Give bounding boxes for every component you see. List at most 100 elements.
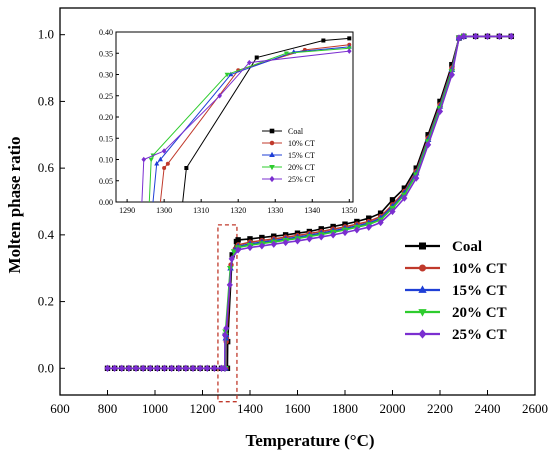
y-tick-label: 0.8 <box>38 93 54 108</box>
data-point <box>104 364 111 372</box>
inset-legend-item: Coal <box>262 127 304 136</box>
inset-legend-label: Coal <box>288 127 304 136</box>
data-point <box>365 223 372 231</box>
inset-y-tick-label: 0.20 <box>99 113 113 122</box>
data-point <box>204 364 211 372</box>
x-tick-label: 1600 <box>285 401 311 416</box>
data-point <box>147 364 154 372</box>
legend-item: 25% CT <box>405 327 507 343</box>
inset-x-tick-label: 1290 <box>119 206 135 215</box>
data-point <box>460 32 467 40</box>
x-tick-label: 2600 <box>522 401 548 416</box>
data-point <box>346 48 352 54</box>
legend-item: 20% CT <box>405 305 507 321</box>
data-point <box>321 38 326 43</box>
data-point <box>418 285 427 293</box>
x-tick-label: 1000 <box>142 401 168 416</box>
data-point <box>111 364 118 372</box>
x-tick-label: 2200 <box>427 401 453 416</box>
y-tick-label: 1.0 <box>38 27 54 42</box>
inset-legend-label: 25% CT <box>288 175 315 184</box>
legend-label: 25% CT <box>452 327 507 343</box>
data-point <box>455 34 463 42</box>
inset-frame <box>115 31 354 203</box>
inset-legend-item: 10% CT <box>262 139 315 148</box>
data-point <box>154 364 161 372</box>
data-point <box>184 166 189 170</box>
data-point <box>269 151 275 157</box>
legend-label: 10% CT <box>452 261 507 277</box>
data-point <box>162 166 167 170</box>
data-point <box>228 255 235 263</box>
data-point <box>235 246 242 254</box>
inset-x-tick-label: 1320 <box>230 206 246 215</box>
data-point <box>269 165 275 171</box>
data-point <box>418 309 427 317</box>
main-axes: 600 800 1000 1200 1400 1600 1800 2000 2200 2400 26… <box>38 7 548 416</box>
y-tick-label: 0.0 <box>38 360 54 375</box>
x-tick-label: 1200 <box>190 401 216 416</box>
data-point <box>141 156 147 163</box>
inset-x-tick-label: 1350 <box>341 206 357 215</box>
data-point <box>425 141 432 149</box>
data-point <box>283 51 289 57</box>
inset-y-tick-label: 0.10 <box>99 156 113 165</box>
data-point <box>118 364 125 372</box>
data-point <box>154 160 160 166</box>
data-point <box>224 72 230 78</box>
data-point <box>270 240 277 248</box>
data-point <box>175 364 182 372</box>
legend-item: Coal <box>405 239 482 255</box>
data-point <box>341 228 349 237</box>
data-point <box>217 93 222 99</box>
y-axis-title: Molten phase ratio <box>5 137 24 274</box>
inset-series-coal <box>164 36 352 202</box>
inset-y-tick-label: 0.40 <box>99 28 113 37</box>
inset-series-line <box>152 46 350 202</box>
inset-x-tick-label: 1300 <box>156 206 172 215</box>
data-point <box>269 128 275 134</box>
data-point <box>235 237 241 243</box>
inset-series-25-ct <box>141 48 352 202</box>
data-point <box>496 32 503 40</box>
inset-series-line <box>164 37 350 202</box>
legend-item: 10% CT <box>405 261 507 277</box>
inset-x-tick-label: 1310 <box>193 206 209 215</box>
data-point <box>419 242 426 250</box>
data-point <box>182 364 189 372</box>
data-point <box>318 233 325 241</box>
data-point <box>472 32 479 40</box>
inset-legend-label: 15% CT <box>288 151 315 160</box>
data-point <box>165 161 170 166</box>
data-point <box>247 59 252 66</box>
data-point <box>221 331 229 339</box>
inset-series-line <box>159 44 350 202</box>
data-point <box>269 140 275 146</box>
data-point <box>132 364 140 372</box>
data-point <box>389 197 396 203</box>
inset-y-tick-label: 0.25 <box>99 92 113 101</box>
x-tick-label: 2400 <box>475 401 501 416</box>
inset-legend-item: 15% CT <box>262 151 315 160</box>
data-point <box>347 36 352 41</box>
inset-series <box>141 36 352 202</box>
inset-legend-label: 10% CT <box>288 139 315 148</box>
x-tick-label: 600 <box>50 401 70 416</box>
data-point <box>306 235 313 243</box>
data-point <box>484 32 491 40</box>
inset-y-tick-label: 0.05 <box>99 177 113 186</box>
inset-series-line <box>141 50 350 202</box>
data-point <box>254 55 259 60</box>
legend-label: Coal <box>452 239 482 255</box>
series-25-ct <box>104 32 515 372</box>
data-point <box>140 364 147 372</box>
legend-label: 15% CT <box>452 283 507 299</box>
data-point <box>353 226 360 234</box>
data-point <box>269 175 275 183</box>
data-point <box>125 364 132 372</box>
legend-item: 15% CT <box>405 283 507 299</box>
data-point <box>508 32 515 40</box>
inset-series-line <box>148 47 350 202</box>
data-point <box>419 264 426 272</box>
